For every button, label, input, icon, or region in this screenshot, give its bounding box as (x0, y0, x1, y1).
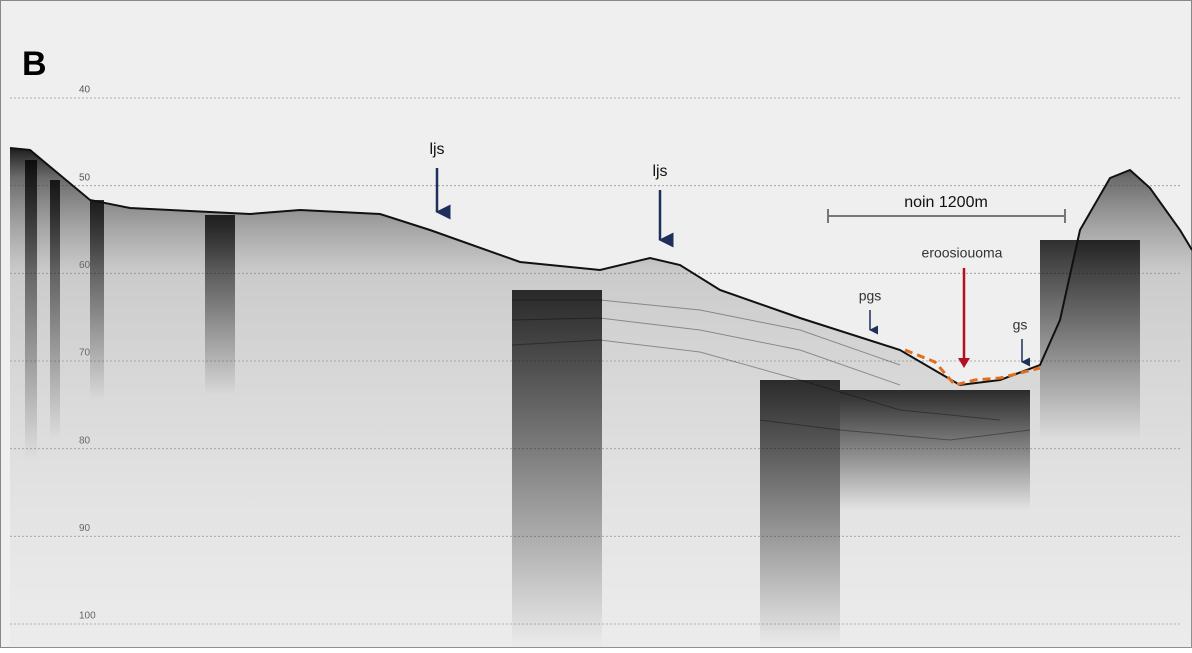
annotation: eroosiouoma (922, 245, 1003, 261)
seismic-figure: 405060708090100 B ljs ljs noin 1200m ero… (0, 0, 1192, 648)
depth-tick-label: 50 (79, 172, 91, 183)
annotation: ljs (429, 141, 444, 158)
annotation: ljs (652, 163, 667, 180)
annotation: noin 1200m (904, 194, 988, 211)
page: {"panel_label": "B", "depth_axis": {"tic… (0, 0, 1192, 648)
panel-label: B (22, 45, 47, 83)
annotation: gs (1013, 317, 1028, 333)
depth-tick-label: 40 (79, 85, 91, 96)
annotation: pgs (859, 288, 882, 304)
